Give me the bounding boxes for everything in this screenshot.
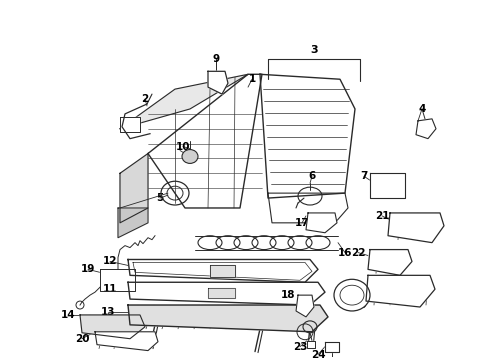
Text: 23: 23 <box>292 342 306 352</box>
Text: 17: 17 <box>294 218 309 228</box>
Polygon shape <box>120 117 140 132</box>
Polygon shape <box>128 260 317 282</box>
Polygon shape <box>365 275 434 307</box>
Polygon shape <box>415 119 435 139</box>
Polygon shape <box>207 288 235 298</box>
Polygon shape <box>306 341 314 348</box>
Text: 10: 10 <box>175 141 190 152</box>
Polygon shape <box>95 332 158 351</box>
Text: 8: 8 <box>352 300 359 310</box>
Text: 18: 18 <box>280 290 295 300</box>
Text: 20: 20 <box>75 334 89 344</box>
Polygon shape <box>260 74 354 198</box>
Polygon shape <box>207 71 227 94</box>
Text: 6: 6 <box>308 171 315 181</box>
Polygon shape <box>267 193 347 223</box>
Polygon shape <box>209 265 235 277</box>
Text: 15: 15 <box>352 300 366 310</box>
Text: 9: 9 <box>212 54 219 64</box>
Text: 14: 14 <box>61 310 75 320</box>
Polygon shape <box>367 249 411 275</box>
Polygon shape <box>128 282 325 305</box>
Text: 3: 3 <box>309 45 317 54</box>
Text: 1: 1 <box>248 74 255 84</box>
Text: 5: 5 <box>156 193 163 203</box>
Text: 16: 16 <box>337 248 351 257</box>
Polygon shape <box>148 74 262 208</box>
Text: 7: 7 <box>360 171 367 181</box>
Text: 13: 13 <box>101 307 115 317</box>
Text: 24: 24 <box>310 350 325 360</box>
Polygon shape <box>128 305 327 332</box>
Text: 2: 2 <box>141 94 148 104</box>
Text: 19: 19 <box>81 264 95 274</box>
Polygon shape <box>305 213 336 233</box>
Text: 22: 22 <box>350 248 365 257</box>
Polygon shape <box>120 153 148 223</box>
Text: 11: 11 <box>102 284 117 294</box>
Polygon shape <box>295 295 313 317</box>
Ellipse shape <box>333 279 369 311</box>
Polygon shape <box>100 269 135 291</box>
Polygon shape <box>118 208 148 238</box>
Polygon shape <box>387 213 443 243</box>
Text: 12: 12 <box>102 256 117 266</box>
Ellipse shape <box>182 149 198 163</box>
Text: 21: 21 <box>374 211 388 221</box>
Polygon shape <box>325 342 338 352</box>
Text: 4: 4 <box>417 104 425 114</box>
Polygon shape <box>369 173 404 198</box>
Polygon shape <box>120 74 247 129</box>
Polygon shape <box>80 315 145 339</box>
